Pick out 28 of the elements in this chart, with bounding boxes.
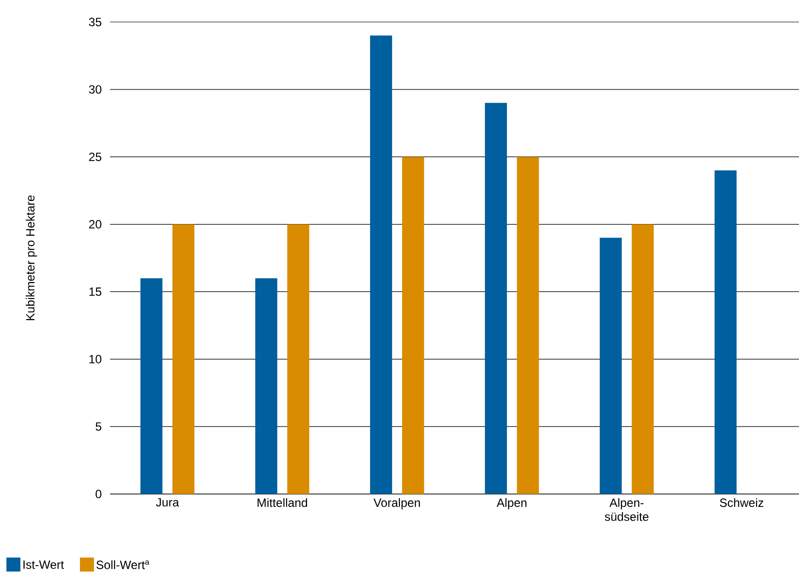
bar [370, 35, 392, 494]
y-tick-label: 20 [89, 220, 102, 229]
y-tick-label: 15 [89, 288, 102, 296]
y-axis-title: Kubikmeter pro Hektare [26, 195, 37, 320]
legend-label: Ist-Wert [23, 560, 64, 569]
x-tick-label: Alpen [496, 498, 526, 510]
x-tick-label: Mittelland [258, 498, 308, 507]
bar [632, 224, 654, 494]
y-tick-label: 0 [96, 490, 102, 498]
bar [714, 170, 737, 494]
y-tick-label: 25 [89, 152, 102, 162]
x-tick-label: Schweiz [720, 498, 764, 507]
y-tick-label: 30 [88, 85, 102, 94]
bar [402, 156, 424, 494]
y-tick-label: 5 [96, 422, 102, 431]
bar [140, 278, 162, 494]
bar [255, 278, 278, 494]
x-tick-label: Alpen-südseite [604, 498, 648, 521]
bar [600, 238, 622, 494]
bar [484, 102, 507, 494]
y-tick-label: 35 [88, 18, 102, 26]
bar [287, 224, 310, 494]
bar [516, 156, 539, 494]
x-tick-label: Jura [156, 498, 180, 507]
legend-label: Soll-Wert$^{a}$ [96, 560, 150, 570]
y-tick-label: 10 [89, 354, 102, 364]
bar [172, 224, 194, 494]
x-tick-label: Voralpen [374, 498, 420, 510]
